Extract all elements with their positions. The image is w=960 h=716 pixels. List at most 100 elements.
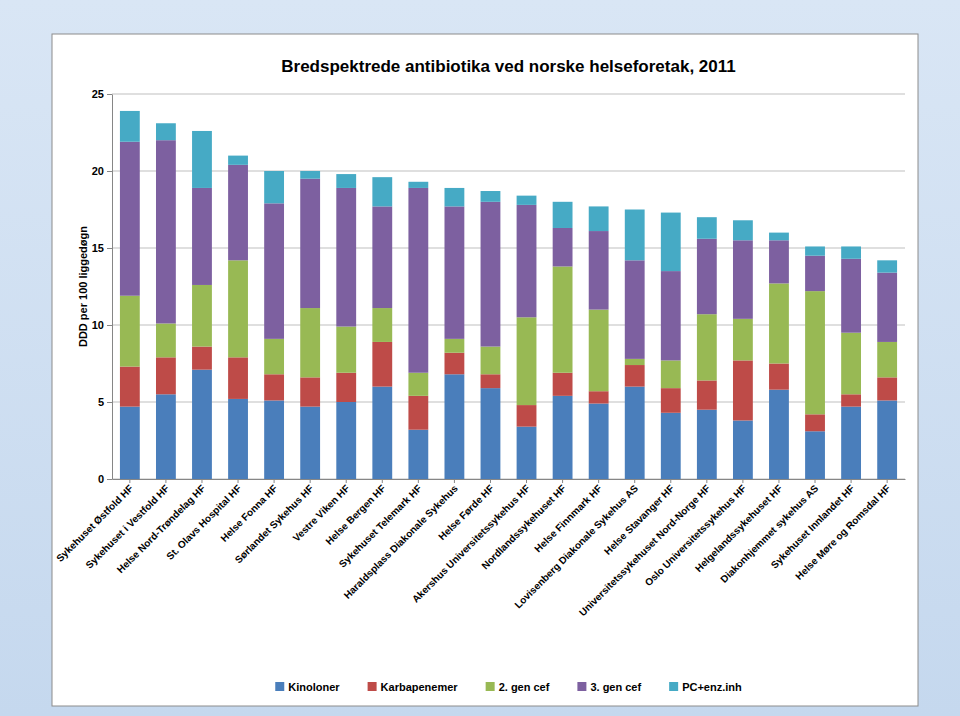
legend-label: Kinoloner	[288, 681, 340, 693]
bar-segment	[120, 407, 140, 479]
tick-mark	[742, 479, 743, 483]
bar-segment	[481, 374, 501, 388]
bar-segment	[192, 131, 212, 188]
tick-mark	[238, 479, 239, 483]
bar-segment	[156, 123, 176, 140]
bar-segment	[481, 191, 501, 202]
legend-swatch	[669, 682, 678, 691]
bar-segment	[444, 206, 464, 338]
bar-segment	[733, 420, 753, 479]
bar-segment	[300, 377, 320, 406]
tick-mark	[165, 479, 166, 483]
tick-label: 25	[92, 88, 104, 100]
bar-segment	[264, 203, 284, 339]
bar-segment	[625, 210, 645, 261]
legend-item: 3. gen cef	[577, 681, 641, 693]
bar-segment	[228, 357, 248, 399]
legend-item: Karbapenemer	[368, 681, 459, 693]
bar-segment	[697, 239, 717, 314]
tick-label: Lovisenberg Diakonale Sykehus AS	[512, 482, 640, 610]
bar-segment	[805, 431, 825, 479]
bar-segment	[553, 396, 573, 479]
bar-segment	[769, 233, 789, 241]
bar-segment	[805, 256, 825, 291]
tick-label: Universitetssykehuset Nord-Norge HF	[577, 483, 712, 618]
chart-title: Bredspektrede antibiotika ved norske hel…	[281, 57, 735, 76]
bar-segment	[661, 213, 681, 272]
legend-swatch	[368, 682, 377, 691]
tick: 10	[92, 319, 112, 331]
bar-segment	[589, 404, 609, 479]
chart-area	[52, 34, 918, 706]
tick-mark	[634, 479, 635, 483]
bar-segment	[553, 266, 573, 372]
legend-label: 3. gen cef	[590, 681, 641, 693]
bar-segment	[372, 387, 392, 479]
legend-item: 2. gen cef	[486, 681, 550, 693]
tick: 15	[92, 242, 112, 254]
bar-segment	[372, 206, 392, 308]
bar-segment	[481, 202, 501, 347]
bar-segment	[733, 220, 753, 240]
bar-segment	[841, 394, 861, 406]
series	[120, 140, 897, 373]
bar-segment	[481, 388, 501, 479]
bar-segment	[372, 342, 392, 387]
bar-segment	[444, 188, 464, 206]
tick: St. Olavs Hospital HF	[164, 479, 243, 562]
bar-segment	[661, 271, 681, 360]
tick-mark	[706, 479, 707, 483]
tick: Universitetssykehuset Nord-Norge HF	[577, 479, 712, 618]
tick-mark	[274, 479, 275, 483]
bar-segment	[300, 171, 320, 179]
legend: Kinoloner Karbapenemer 2. gen cef 3. gen ce…	[275, 681, 742, 693]
tick-mark	[815, 479, 816, 483]
bar-segment	[156, 394, 176, 479]
legend-item: PC+enz.inh	[669, 681, 742, 693]
tick-mark	[129, 479, 130, 483]
y-axis-title: DDD per 100 liggedøgn	[77, 226, 89, 347]
bar-segment	[553, 228, 573, 266]
bar-segment	[841, 246, 861, 258]
chart-svg: Bredspektrede antibiotika ved norske hel…	[0, 0, 960, 716]
bar-segment	[408, 396, 428, 430]
tick-mark	[382, 479, 383, 483]
bar-segment	[336, 373, 356, 402]
bar-segment	[661, 360, 681, 388]
tick: Helse Møre og Romsdal HF	[793, 479, 892, 582]
bar-segment	[733, 240, 753, 319]
bar-segment	[156, 357, 176, 394]
tick-mark	[778, 479, 779, 483]
tick-label: Helse Bergen HF	[323, 483, 387, 547]
tick: Helse Stavanger HF	[602, 479, 676, 557]
tick: 0	[98, 473, 112, 485]
tick-label: Helse Stavanger HF	[602, 483, 676, 557]
bar-segment	[877, 273, 897, 342]
bar-segment	[589, 391, 609, 403]
bar-segment	[192, 347, 212, 370]
bar-segment	[120, 111, 140, 142]
bar-segment	[877, 342, 897, 377]
bar-segment	[625, 387, 645, 479]
bar-segment	[228, 260, 248, 357]
bar-segment	[372, 308, 392, 342]
tick-mark	[887, 479, 888, 483]
tick-mark	[107, 248, 112, 249]
tick-label: 10	[92, 319, 104, 331]
tick: Helse Finnmark HF	[532, 479, 604, 554]
grid-line	[112, 94, 905, 95]
tick-label: 20	[92, 165, 104, 177]
tick-mark	[598, 479, 599, 483]
bar-segment	[336, 402, 356, 479]
tick: 20	[92, 165, 112, 177]
bar-segment	[336, 174, 356, 188]
bar-segment	[156, 140, 176, 323]
legend-label: 2. gen cef	[499, 681, 550, 693]
bar-segment	[877, 377, 897, 400]
bar-segment	[444, 339, 464, 353]
bar-segment	[408, 182, 428, 188]
bar-segment	[517, 405, 537, 427]
bar-segment	[192, 285, 212, 347]
bar-segment	[517, 205, 537, 317]
bar-segment	[372, 177, 392, 206]
